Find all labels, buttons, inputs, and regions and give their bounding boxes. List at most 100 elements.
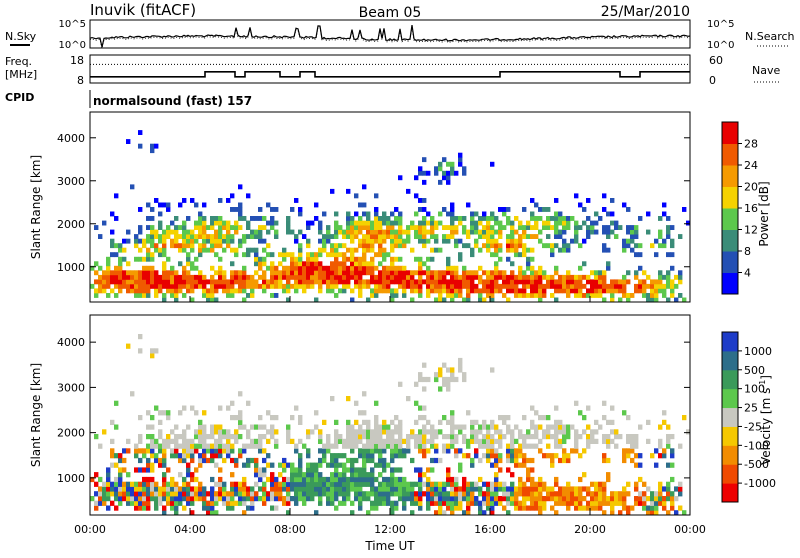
velocity-cell — [306, 486, 310, 491]
velocity-cell — [470, 491, 474, 496]
velocity-cell — [486, 425, 490, 430]
velocity-cell — [602, 482, 606, 487]
velocity-cell — [442, 415, 446, 420]
power-cell — [258, 225, 262, 230]
velocity-cell — [286, 463, 290, 468]
power-cell — [642, 284, 646, 289]
power-cell — [426, 266, 430, 271]
power-cell — [630, 293, 634, 298]
velocity-cell — [290, 486, 294, 491]
power-cell — [238, 288, 242, 293]
velocity-cell — [546, 496, 550, 501]
velocity-cell — [190, 439, 194, 444]
power-cell — [422, 234, 426, 239]
velocity-cell — [418, 372, 422, 377]
power-cell — [370, 248, 374, 253]
power-cell — [314, 279, 318, 284]
velocity-cell — [470, 458, 474, 463]
power-cell — [602, 270, 606, 275]
velocity-cell — [582, 486, 586, 491]
velocity-cell — [414, 420, 418, 425]
power-cell — [442, 234, 446, 239]
power-cell — [438, 166, 442, 171]
power-cell — [450, 212, 454, 217]
velocity-cell — [370, 453, 374, 458]
power-cell — [430, 288, 434, 293]
velocity-cell — [366, 429, 370, 434]
power-cell — [474, 284, 478, 289]
power-cell — [118, 279, 122, 284]
velocity-cell — [418, 501, 422, 506]
velocity-cell — [418, 477, 422, 482]
velocity-cell — [506, 429, 510, 434]
velocity-cell — [498, 415, 502, 420]
velocity-cell — [202, 448, 206, 453]
power-cell — [518, 221, 522, 226]
velocity-cell — [398, 444, 402, 449]
power-cell — [162, 279, 166, 284]
power-cell — [370, 266, 374, 271]
power-cell — [454, 279, 458, 284]
power-cell — [498, 270, 502, 275]
velocity-cell — [530, 482, 534, 487]
velocity-cell — [446, 377, 450, 382]
velocity-cell — [522, 415, 526, 420]
power-cell — [274, 279, 278, 284]
velocity-cell — [422, 434, 426, 439]
velocity-cell — [142, 501, 146, 506]
velocity-cell — [362, 420, 366, 425]
power-cell — [182, 243, 186, 248]
power-cell — [334, 279, 338, 284]
power-cell — [554, 284, 558, 289]
power-cell — [590, 225, 594, 230]
power-cell — [202, 239, 206, 244]
power-cell — [510, 230, 514, 235]
power-cell — [350, 288, 354, 293]
velocity-cell — [294, 482, 298, 487]
velocity-cell — [174, 444, 178, 449]
velocity-cell — [98, 496, 102, 501]
power-cell — [242, 239, 246, 244]
power-cell — [386, 234, 390, 239]
velocity-cell — [298, 420, 302, 425]
power-cell — [490, 270, 494, 275]
power-cell — [586, 288, 590, 293]
power-cell — [394, 216, 398, 221]
power-cell — [158, 248, 162, 253]
power-cell — [242, 284, 246, 289]
power-cell — [506, 279, 510, 284]
power-cell — [358, 216, 362, 221]
velocity-cell — [358, 439, 362, 444]
power-cell — [306, 270, 310, 275]
velocity-cell — [406, 434, 410, 439]
velocity-cell — [442, 496, 446, 501]
power-cell — [566, 293, 570, 298]
velocity-cell — [586, 444, 590, 449]
velocity-cell — [330, 486, 334, 491]
velocity-cell — [546, 425, 550, 430]
power-cell — [406, 275, 410, 280]
velocity-cell — [294, 501, 298, 506]
power-cell — [350, 252, 354, 257]
velocity-cell — [670, 477, 674, 482]
velocity-cell — [350, 501, 354, 506]
power-cell — [110, 212, 114, 217]
velocity-cell — [206, 434, 210, 439]
power-cell — [406, 284, 410, 289]
power-cell — [630, 239, 634, 244]
velocity-cell — [310, 496, 314, 501]
velocity-cell — [394, 415, 398, 420]
power-cell — [282, 275, 286, 280]
velocity-cell — [634, 482, 638, 487]
power-cell — [306, 252, 310, 257]
power-cell — [178, 288, 182, 293]
power-cell — [558, 212, 562, 217]
power-cell — [582, 261, 586, 266]
power-cell — [402, 270, 406, 275]
velocity-cell — [390, 448, 394, 453]
velocity-cell — [258, 467, 262, 472]
velocity-cell — [274, 415, 278, 420]
velocity-cell — [662, 501, 666, 506]
power-cell — [334, 230, 338, 235]
power-cell — [198, 248, 202, 253]
